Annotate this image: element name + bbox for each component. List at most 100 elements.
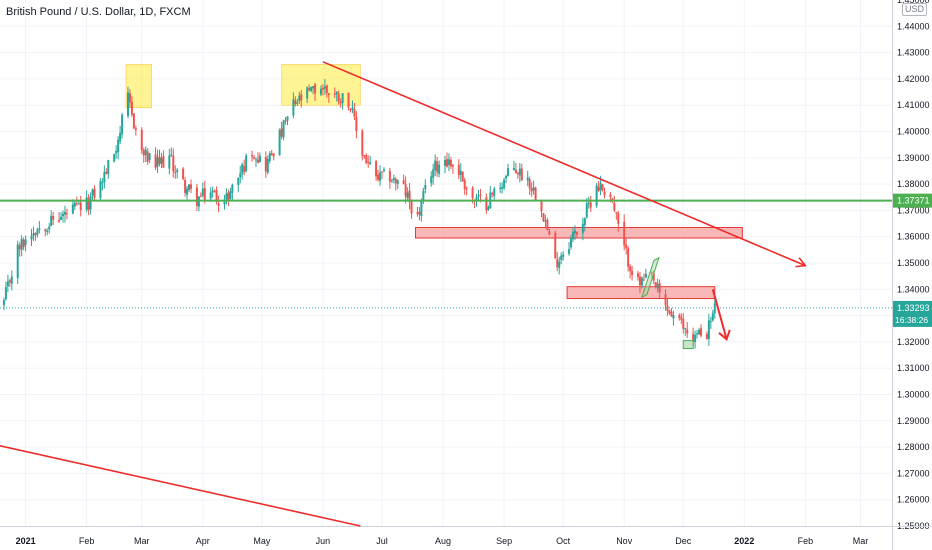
candle-body	[461, 171, 464, 182]
price-tick-label: 1.36000	[897, 232, 930, 242]
time-tick-label: Aug	[435, 536, 451, 546]
candle-body	[625, 244, 628, 249]
candle-body	[20, 238, 23, 250]
candle-body	[709, 321, 712, 323]
price-tick-label: 1.34000	[897, 284, 930, 294]
candle-body	[692, 333, 695, 342]
resistance-zone	[566, 286, 716, 300]
candle-body	[170, 154, 173, 156]
candle-body	[237, 177, 240, 185]
candle-body	[491, 192, 494, 195]
candle-body	[636, 273, 639, 278]
candle-body	[130, 101, 133, 115]
candle-body	[528, 179, 531, 189]
price-tick-label: 1.28000	[897, 442, 930, 452]
candle-body	[60, 216, 63, 220]
candle-body	[65, 213, 68, 215]
candle-body	[48, 226, 51, 230]
candle-body	[505, 175, 508, 179]
candle-body	[631, 270, 634, 275]
candle-body	[71, 204, 74, 214]
candle-body	[34, 232, 37, 236]
candle-body	[507, 168, 510, 176]
candle-body	[656, 283, 659, 289]
candle-body	[532, 187, 535, 191]
candle-body	[422, 190, 425, 201]
candle-body	[89, 196, 92, 210]
candle-body	[6, 281, 9, 287]
candle-body	[162, 156, 165, 168]
candle-body	[284, 120, 287, 122]
currency-label[interactable]: USD	[902, 3, 928, 16]
candle-body	[16, 244, 19, 279]
candle-body	[79, 202, 82, 211]
candle-body	[154, 154, 157, 168]
candle-body	[713, 303, 716, 314]
candle-body	[75, 203, 78, 205]
candle-body	[554, 232, 557, 259]
candle-body	[420, 201, 423, 216]
candle-body	[308, 88, 311, 91]
trend-line	[0, 445, 361, 527]
candle-body	[503, 179, 506, 188]
candle-body	[601, 184, 604, 191]
candle-body	[361, 130, 364, 156]
candle-body	[575, 231, 578, 235]
price-tick-label: 1.26000	[897, 495, 930, 505]
candle-body	[190, 184, 193, 189]
candle-body	[457, 164, 460, 176]
candle-body	[615, 212, 618, 214]
time-tick-label: May	[253, 536, 271, 546]
candle-body	[229, 191, 232, 200]
price-tick-label: 1.37000	[897, 205, 930, 215]
candle-body	[10, 276, 13, 284]
candle-body	[105, 172, 108, 174]
candle-body	[404, 184, 407, 197]
candle-body	[672, 315, 675, 319]
candle-body	[195, 187, 198, 206]
candle-body	[682, 319, 685, 329]
candle-body	[640, 277, 643, 286]
candle-body	[323, 86, 326, 89]
candle-body	[239, 173, 242, 178]
time-tick-label: Apr	[196, 536, 210, 546]
candle-body	[406, 192, 409, 198]
candle-body	[408, 190, 411, 203]
candle-body	[501, 186, 504, 189]
candle-body	[91, 189, 94, 196]
price-tick-label: 1.35000	[897, 258, 930, 268]
candle-body	[4, 287, 7, 300]
candle-body	[520, 168, 523, 181]
candle-body	[280, 128, 283, 137]
candle-body	[32, 233, 35, 236]
support-price-badge	[893, 193, 932, 208]
candle-body	[168, 155, 171, 169]
candle-body	[382, 169, 385, 172]
candle-body	[434, 160, 437, 171]
projection-arrow	[711, 289, 728, 340]
candle-body	[8, 280, 11, 283]
candle-body	[253, 157, 256, 159]
candle-body	[694, 334, 697, 343]
time-tick-label: Sep	[496, 536, 512, 546]
candle-body	[85, 197, 88, 210]
candle-body	[314, 84, 317, 94]
candle-body	[46, 230, 49, 232]
candle-body	[560, 255, 563, 260]
candle-body	[390, 180, 393, 182]
candle-body	[146, 151, 149, 162]
candle-body	[609, 194, 612, 198]
candle-body	[93, 188, 96, 198]
candle-body	[581, 224, 584, 233]
candle-body	[445, 159, 448, 167]
candle-body	[664, 294, 667, 306]
candle-body	[231, 184, 234, 193]
candle-body	[241, 164, 244, 174]
time-tick-label: Feb	[79, 536, 95, 546]
candle-body	[30, 235, 33, 240]
candle-body	[546, 219, 549, 230]
candle-body	[213, 191, 216, 193]
candle-body	[203, 188, 206, 201]
